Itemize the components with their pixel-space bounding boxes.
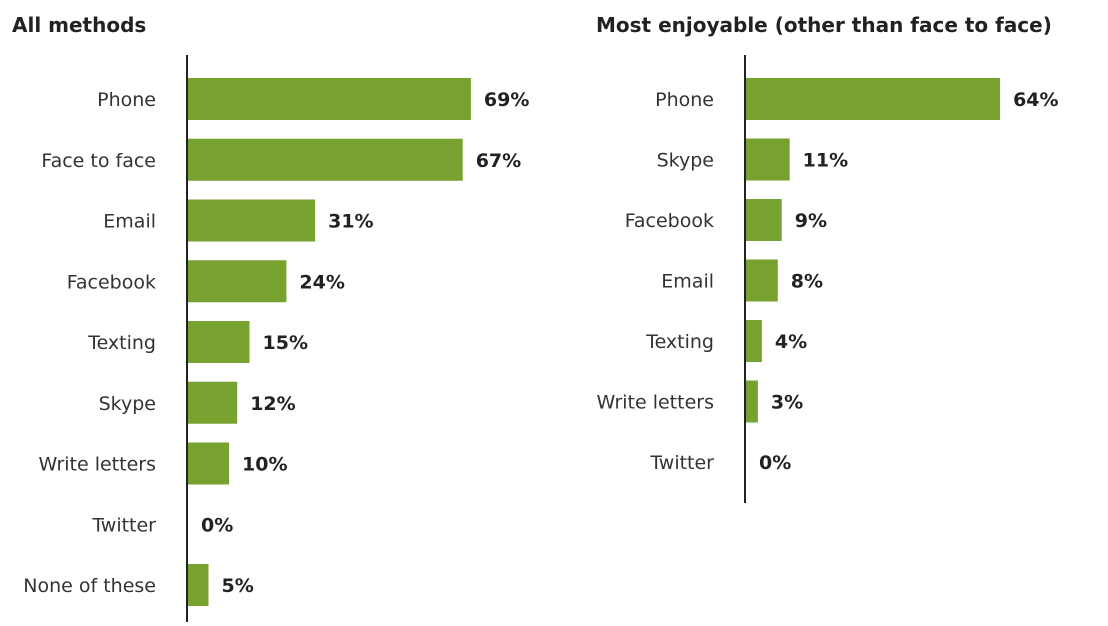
value-label-skype: 11% <box>803 150 848 172</box>
category-label-skype: Skype <box>657 150 714 172</box>
value-label-email: 31% <box>328 211 373 233</box>
value-label-write-letters: 3% <box>771 392 803 414</box>
category-label-texting: Texting <box>645 331 714 353</box>
bar-phone <box>188 78 471 120</box>
bar-facebook <box>188 260 287 303</box>
bar-none-of-these <box>188 564 209 606</box>
chart-most-enjoyable: Most enjoyable (other than face to face)… <box>596 13 1059 503</box>
value-label-twitter: 0% <box>201 514 233 536</box>
value-label-phone: 64% <box>1013 89 1058 111</box>
value-label-twitter: 0% <box>759 452 791 474</box>
bar-email <box>746 259 778 302</box>
chart-title-most-enjoyable: Most enjoyable (other than face to face) <box>596 13 1052 37</box>
value-label-facebook: 9% <box>795 210 827 232</box>
chart-all-methods: All methods Phone 69% Face to face 67% Email… <box>12 13 529 622</box>
category-label-none-of-these: None of these <box>23 575 156 597</box>
bar-skype <box>746 138 790 181</box>
bar-facebook <box>746 199 782 241</box>
value-label-write-letters: 10% <box>242 454 287 476</box>
bar-write-letters <box>188 442 229 485</box>
value-label-none-of-these: 5% <box>222 575 254 597</box>
value-label-face-to-face: 67% <box>476 150 521 172</box>
value-label-texting: 15% <box>263 332 308 354</box>
bar-write-letters <box>746 380 758 423</box>
category-label-phone: Phone <box>97 89 156 111</box>
category-label-facebook: Facebook <box>67 271 156 293</box>
value-label-facebook: 24% <box>299 271 344 293</box>
category-label-facebook: Facebook <box>625 210 714 232</box>
bar-texting <box>188 321 250 363</box>
value-label-texting: 4% <box>775 331 807 353</box>
category-label-face-to-face: Face to face <box>41 150 156 172</box>
value-label-phone: 69% <box>484 89 529 111</box>
category-label-write-letters: Write letters <box>597 392 714 414</box>
category-label-email: Email <box>661 271 714 293</box>
category-label-email: Email <box>103 211 156 233</box>
category-label-skype: Skype <box>99 393 156 415</box>
category-label-write-letters: Write letters <box>39 454 156 476</box>
bar-face-to-face <box>188 138 463 181</box>
bars-all-methods: Phone 69% Face to face 67% Email 31% Facebook 2… <box>23 78 529 606</box>
bar-texting <box>746 320 762 362</box>
category-label-texting: Texting <box>87 332 156 354</box>
bars-most-enjoyable: Phone 64% Skype 11% Facebook 9% Email 8% Texting… <box>597 78 1059 474</box>
chart-title-all-methods: All methods <box>12 13 146 37</box>
category-label-phone: Phone <box>655 89 714 111</box>
category-label-twitter: Twitter <box>649 452 714 474</box>
bar-skype <box>188 381 238 424</box>
value-label-email: 8% <box>791 271 823 293</box>
category-label-twitter: Twitter <box>91 514 156 536</box>
bar-email <box>188 199 316 242</box>
value-label-skype: 12% <box>250 393 295 415</box>
bar-phone <box>746 78 1001 120</box>
